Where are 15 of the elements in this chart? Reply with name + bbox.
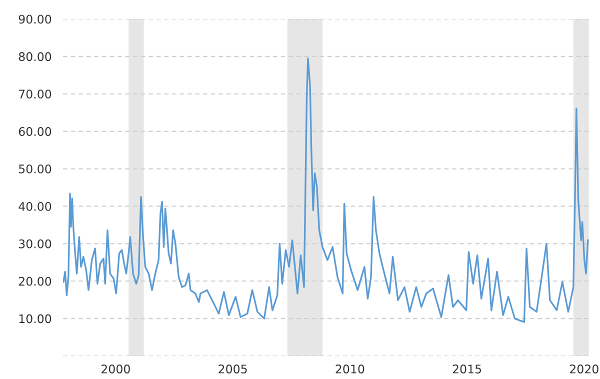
x-tick-label: 2005 (218, 364, 247, 374)
y-tick-label: 30.00 (18, 239, 52, 248)
x-tick-label: 2000 (102, 364, 130, 374)
y-tick-label: 80.00 (18, 52, 52, 62)
y-tick-label: 50.00 (19, 164, 52, 174)
x-tick-label: 2015 (452, 364, 482, 374)
x-tick-label: 2010 (336, 364, 364, 374)
y-tick-label: 40.00 (18, 202, 52, 211)
y-tick-label: 90.00 (18, 14, 52, 24)
y-tick-label: 70.00 (19, 90, 52, 99)
y-tick-label: 60.00 (18, 127, 52, 136)
y-tick-label: 20.00 (18, 276, 52, 286)
x-tick-label: 2020 (570, 364, 598, 374)
line-series (63, 57, 589, 323)
y-tick-label: 10.00 (19, 314, 52, 324)
